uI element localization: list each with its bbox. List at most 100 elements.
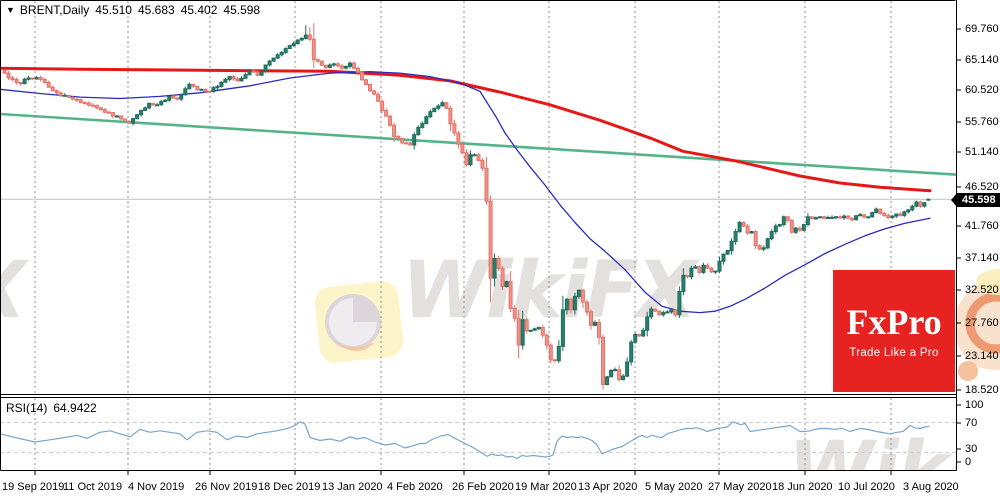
candle-body [315, 59, 320, 62]
candle-body [601, 336, 605, 385]
fxpro-tagline: Trade Like a Pro [849, 346, 939, 359]
candle-body [275, 54, 280, 59]
candle-body [894, 213, 899, 217]
candle-body [906, 209, 911, 213]
candle-body [271, 57, 276, 62]
candle-body [303, 34, 308, 39]
candle-body [617, 369, 622, 381]
fxpro-name: FxPro [846, 301, 942, 342]
candle-body [279, 51, 284, 56]
candle-body [215, 86, 220, 89]
candle-body [2, 69, 7, 74]
time-axis-label: 13 Apr 2020 [578, 481, 638, 493]
candle-body [749, 231, 754, 234]
candle-body [119, 115, 123, 120]
candle-body [826, 217, 830, 219]
candle-body [46, 81, 51, 88]
panel-borders [0, 0, 957, 471]
candle-body [830, 216, 834, 219]
candle-body [858, 214, 863, 217]
candle-body [199, 88, 204, 91]
candle-body [874, 208, 879, 214]
candle-body [568, 298, 573, 311]
candle-body [58, 92, 63, 97]
candle-body [697, 266, 702, 273]
candle-body [637, 334, 642, 337]
candle-body [159, 101, 164, 106]
candle-body [400, 137, 405, 144]
candle-body [408, 142, 413, 146]
symbol-name: BRENT,Daily [19, 3, 90, 17]
ohlc-high: 45.683 [137, 3, 175, 17]
candle-body [86, 102, 91, 106]
current-price-tag: 45.598 [951, 192, 1000, 207]
candle-body [536, 326, 541, 330]
grid-lines [34, 1, 892, 469]
candle-body [580, 289, 585, 303]
trendline-green[interactable] [0, 112, 957, 176]
candle-body [211, 87, 216, 92]
candle-body [496, 257, 501, 269]
candle-body [472, 154, 477, 157]
candle-body [576, 289, 581, 297]
candle-body [886, 214, 891, 218]
candle-body [520, 319, 525, 346]
candle-body [66, 94, 71, 98]
candle-body [54, 90, 59, 94]
rsi-value: 64.9422 [53, 401, 97, 415]
candle-body [777, 224, 782, 227]
candle-body [713, 270, 718, 273]
candle-body [544, 334, 549, 346]
price-axis-label: 69.760 [965, 22, 999, 35]
candle-body [115, 115, 119, 118]
time-axis-label: 11 Oct 2019 [63, 481, 123, 493]
candle-body [287, 45, 292, 49]
candle-body [267, 60, 272, 66]
symbol-dropdown-icon[interactable]: ▼ [6, 5, 15, 15]
candle-body [404, 142, 409, 145]
candle-body [793, 227, 798, 233]
candle-body [693, 266, 698, 269]
rsi-name: RSI(14) [6, 401, 48, 415]
time-axis-label: 4 Feb 2020 [387, 481, 443, 493]
time-axis-label: 27 May 2020 [708, 481, 772, 493]
candle-body [548, 344, 553, 361]
candle-body [448, 107, 453, 125]
candle-body [705, 264, 710, 269]
candle-body [801, 224, 806, 231]
candle-body [834, 216, 838, 219]
ma-red-line [0, 66, 932, 193]
candle-body [468, 154, 473, 166]
candle-body [818, 216, 822, 219]
candle-body [440, 102, 445, 107]
candle-body [560, 309, 565, 347]
candle-body [38, 77, 43, 80]
candle-body [62, 94, 67, 97]
candle-body [593, 322, 597, 326]
candle-body [167, 95, 172, 101]
candle-body [327, 64, 332, 68]
candle-body [380, 100, 385, 112]
candle-body [444, 102, 449, 109]
candle-body [263, 64, 268, 72]
ohlc-open: 45.510 [95, 3, 132, 17]
candle-body [484, 167, 489, 202]
candle-body [10, 77, 15, 81]
candle-body [737, 222, 742, 233]
candle-body [227, 76, 232, 80]
time-axis: 19 Sep 2019 11 Oct 2019 4 Nov 2019 26 Nov 2… [0, 471, 959, 500]
candle-body [585, 301, 589, 313]
candle-body [757, 245, 762, 250]
candle-body [235, 78, 240, 82]
candle-body [78, 99, 83, 104]
candle-body [480, 160, 485, 169]
candle-body [621, 375, 626, 381]
candle-body [846, 215, 851, 219]
candle-body [251, 70, 256, 73]
candle-body [725, 250, 730, 255]
candle-body [243, 74, 248, 79]
candle-body [685, 274, 690, 278]
ma-blue-line [0, 71, 931, 314]
